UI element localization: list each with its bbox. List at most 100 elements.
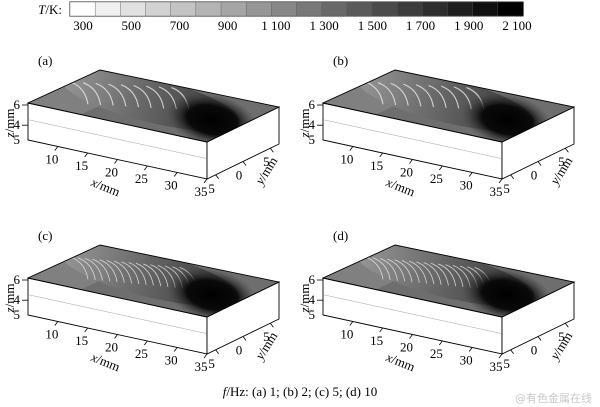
ripple-mark <box>128 262 147 285</box>
y-tick <box>215 349 219 355</box>
x-tick-label: 25 <box>135 346 148 361</box>
colorbar-tick-label: 700 <box>170 18 190 33</box>
caption-text: /Hz: (a) 1; (b) 2; (c) 5; (d) 10 <box>226 384 378 399</box>
y-tick-label: 5 <box>263 329 270 344</box>
x-tick-label: 5 <box>14 132 21 147</box>
colorbar-swatch <box>497 1 524 17</box>
y-tick-label: 5 <box>208 356 215 371</box>
x-tick-label: 10 <box>45 327 58 342</box>
y-tick <box>270 322 274 328</box>
y-tick <box>565 147 569 153</box>
ripple-mark <box>438 263 457 287</box>
x-tick <box>439 340 443 346</box>
panel-label: (d) <box>333 228 348 243</box>
ripple-mark <box>401 260 420 283</box>
ripple-mark <box>372 257 391 281</box>
z-axis-label: z/mm <box>297 284 312 314</box>
y-tick-label: 5 <box>558 154 565 169</box>
x-tick-label: 30 <box>460 353 473 368</box>
x-tick <box>144 340 148 346</box>
ripple-mark <box>403 83 422 107</box>
panel-label: (b) <box>333 53 348 68</box>
x-tick-label: 5 <box>309 307 316 322</box>
ripple-mark <box>143 263 162 287</box>
ripple-mark <box>415 84 434 108</box>
x-tick <box>498 178 503 184</box>
ripple-mark <box>394 259 413 283</box>
x-tick <box>54 321 59 326</box>
colorbar-swatch <box>220 1 247 17</box>
x-tick-label: 20 <box>400 340 413 355</box>
ripple-mark <box>95 82 114 106</box>
box-grid-line <box>322 294 503 334</box>
ripple-mark <box>379 258 398 281</box>
x-tick <box>84 327 88 333</box>
x-tick <box>468 347 473 352</box>
colorbar-swatch <box>447 1 474 17</box>
colorbar-tick-label: 300 <box>73 18 93 33</box>
x-tick-label: 20 <box>105 340 118 355</box>
y-tick <box>510 349 514 355</box>
y-axis-label: y/mm <box>546 154 575 189</box>
y-tick-label: 0 <box>531 168 538 183</box>
z-axis-label: z/mm <box>297 109 312 139</box>
x-tick <box>409 159 413 164</box>
ripple-mark <box>99 259 118 283</box>
temperature-surface <box>28 70 279 142</box>
box-top-outline <box>26 69 281 143</box>
box-grid-line <box>27 119 208 159</box>
colorbar-tick-label: 1 700 <box>406 18 435 33</box>
y-tick-label: 0 <box>236 343 243 358</box>
x-tick <box>349 146 354 151</box>
box-grid-line <box>27 294 208 334</box>
x-tick <box>439 165 443 171</box>
x-tick <box>114 334 118 339</box>
x-tick <box>203 353 208 359</box>
x-tick-label: 20 <box>400 165 413 180</box>
z-tick-label: 6 <box>309 272 316 287</box>
y-axis-label: y/mm <box>546 329 575 364</box>
y-tick-label: 0 <box>236 168 243 183</box>
x-tick-label: 30 <box>165 353 178 368</box>
colorbar-tick-label: 1 900 <box>454 18 483 33</box>
ripple-mark <box>120 84 139 108</box>
colorbar-swatch <box>472 1 499 17</box>
z-axis-label: z/mm <box>2 284 17 314</box>
colorbar-label: T/K: <box>38 2 62 17</box>
x-tick-label: 5 <box>309 132 316 147</box>
x-tick-label: 25 <box>430 346 443 361</box>
colorbar-swatch <box>346 1 373 17</box>
ripple-mark <box>390 82 409 106</box>
y-tick-label: 5 <box>503 181 510 196</box>
figure-caption: f/Hz: (a) 1; (b) 2; (c) 5; (d) 10 <box>0 384 600 400</box>
z-axis-label: z/mm <box>2 109 17 139</box>
y-tick <box>242 336 247 341</box>
x-tick-label: 30 <box>165 178 178 193</box>
y-tick <box>510 174 514 180</box>
y-tick <box>242 161 247 166</box>
colorbar-tick-labels: 300 500 700 900 1 100 1 300 1 500 1 700 1 900 2 1… <box>73 18 531 33</box>
x-tick <box>468 172 473 177</box>
x-tick-label: 10 <box>340 327 353 342</box>
ripple-mark <box>70 256 89 280</box>
z-tick-label: 6 <box>309 97 316 112</box>
x-tick <box>409 334 413 339</box>
x-tick <box>349 321 354 326</box>
z-tick-label: 4 <box>309 292 316 307</box>
x-tick-label: 35 <box>490 359 503 374</box>
ripple-mark <box>387 258 406 282</box>
x-tick-label: 25 <box>135 171 148 186</box>
colorbar-swatch <box>321 1 348 17</box>
colorbar-tick-label: 1 100 <box>261 18 290 33</box>
colorbar-swatch <box>195 1 222 17</box>
z-tick-label: 6 <box>14 272 21 287</box>
box-top-outline <box>321 244 576 318</box>
y-tick-label: 5 <box>263 154 270 169</box>
x-tick <box>498 353 503 359</box>
x-tick <box>84 152 88 158</box>
colorbar-swatch <box>245 1 273 17</box>
